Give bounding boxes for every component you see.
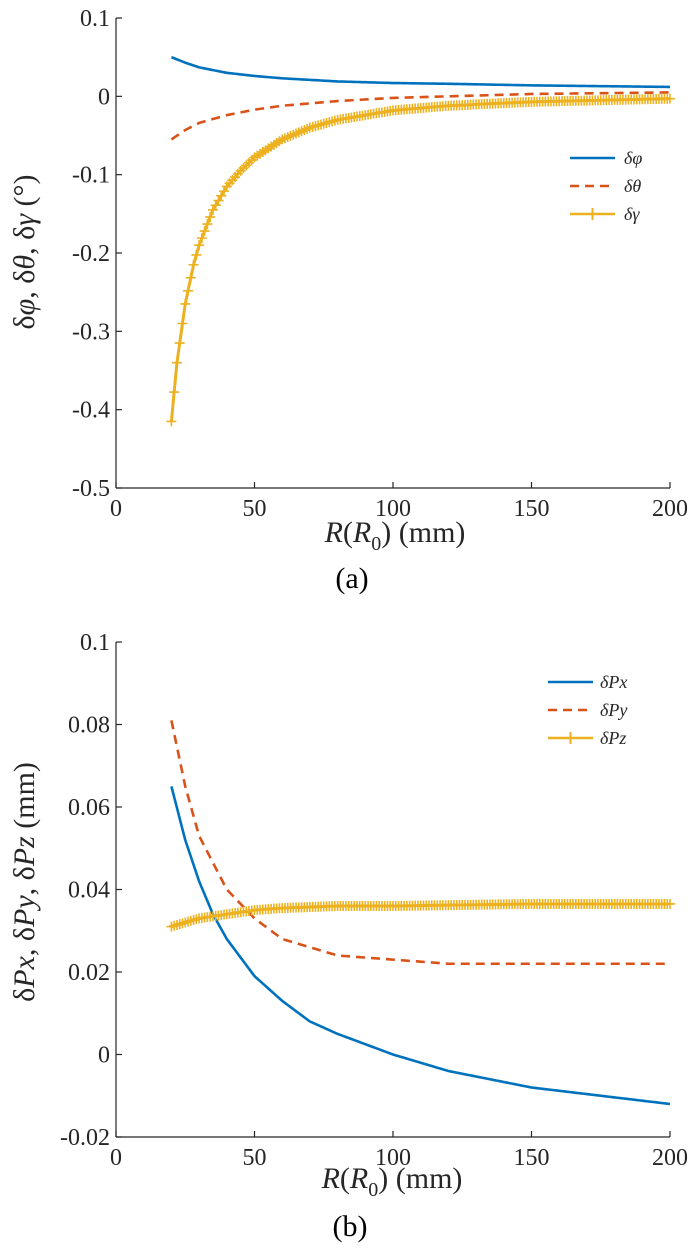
series-line-1 <box>170 786 671 1106</box>
y-tick-label: -0.5 <box>72 476 110 502</box>
series-line-2 <box>170 720 670 966</box>
y-tick-label: -0.4 <box>72 398 110 424</box>
x-tick-label: 150 <box>514 496 550 522</box>
legend-marker <box>586 208 599 220</box>
series-group <box>166 55 675 427</box>
series-line-1 <box>170 55 671 89</box>
data-point-marker <box>183 285 194 296</box>
data-point-marker <box>171 357 182 368</box>
data-point-marker <box>665 93 675 104</box>
legend: δφ δθ δγ <box>570 148 642 224</box>
data-point-marker <box>169 387 180 398</box>
panel-caption-b: (b) <box>333 1210 368 1243</box>
x-tick-label: 200 <box>652 496 688 522</box>
x-tick-label: 0 <box>110 496 122 522</box>
legend-label-2: δPy <box>600 700 627 720</box>
x-tick-label: 50 <box>243 496 267 522</box>
y-tick-label: 0.1 <box>80 630 110 656</box>
x-tick-label: 200 <box>652 1145 688 1171</box>
y-tick-label: 0.04 <box>68 878 110 904</box>
legend-label-1: δφ <box>624 148 642 168</box>
series-line-2 <box>170 91 671 141</box>
y-tick-label: 0.06 <box>68 795 110 821</box>
y-tick-label: 0.08 <box>68 713 110 739</box>
data-point-marker <box>180 298 191 309</box>
data-point-marker <box>202 219 213 230</box>
series-markers-3 <box>166 898 675 932</box>
legend-label-3: δPz <box>600 728 626 748</box>
legend-label-3: δγ <box>624 204 640 224</box>
series-markers-3 <box>166 93 675 427</box>
x-tick-label: 100 <box>375 496 411 522</box>
legend-label-1: δPx <box>600 672 627 692</box>
x-tick-label: 100 <box>375 1145 411 1171</box>
y-tick-label: -0.1 <box>72 163 110 189</box>
y-tick-label: -0.02 <box>60 1125 110 1151</box>
x-tick-label: 0 <box>110 1145 122 1171</box>
x-axis-label: R(R0) (mm) <box>321 1162 463 1201</box>
legend: δPx δPy δPz <box>548 672 627 748</box>
data-point-marker <box>166 416 177 427</box>
legend-marker <box>564 732 577 744</box>
data-point-marker <box>196 233 207 244</box>
y-tick-label: 0 <box>98 84 110 110</box>
tick-group: 0 50 100 150 200 0.1 0 -0.1 -0.2 -0.3 -0.4 -0.5 <box>72 6 688 522</box>
x-axis-label: R(R0) (mm) <box>324 516 466 555</box>
y-tick-label: 0.02 <box>68 960 110 986</box>
data-point-marker <box>199 226 210 237</box>
x-tick-label: 150 <box>514 1145 550 1171</box>
y-tick-label: 0 <box>98 1043 110 1069</box>
data-point-marker <box>174 338 185 349</box>
y-axis-label: δPx, δPy, δPz (mm) <box>8 762 41 1002</box>
data-point-marker <box>205 211 216 222</box>
legend-label-2: δθ <box>624 176 641 196</box>
series-line-3 <box>169 97 671 422</box>
y-tick-label: 0.1 <box>80 6 110 32</box>
data-point-marker <box>185 272 196 283</box>
x-tick-label: 50 <box>243 1145 267 1171</box>
y-axis-label: δφ, δθ, δγ (°) <box>8 174 41 329</box>
y-tick-label: -0.2 <box>72 241 110 267</box>
series-group <box>166 720 675 1106</box>
data-point-marker <box>191 249 202 260</box>
data-point-marker <box>177 318 188 329</box>
data-point-marker <box>665 898 675 909</box>
panel-caption-a: (a) <box>335 562 368 595</box>
data-point-marker <box>188 259 199 270</box>
y-tick-label: -0.3 <box>72 319 110 345</box>
data-point-marker <box>194 240 205 251</box>
